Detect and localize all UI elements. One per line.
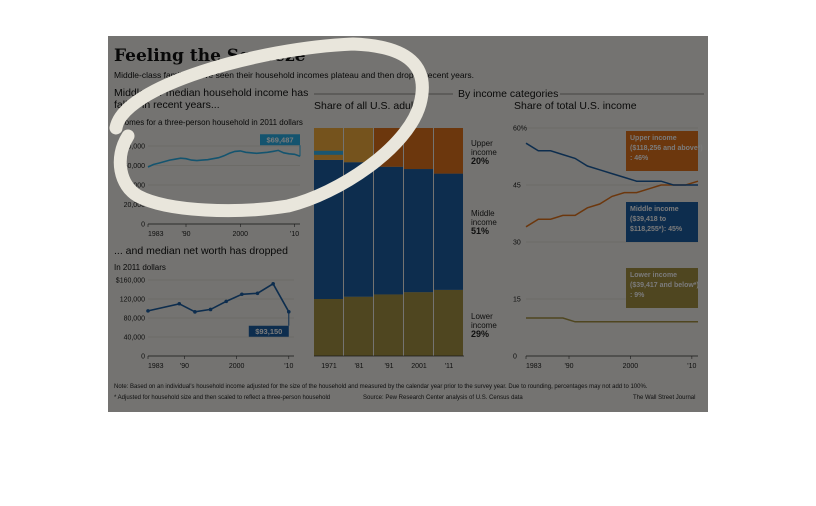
adults-x-tick: '91 — [384, 363, 393, 370]
worth-point — [208, 307, 213, 312]
share-label-text-0: ($118,256 and above*) — [630, 145, 703, 152]
income-x-tick: 1983 — [148, 231, 164, 238]
share-label-text-0: Upper income — [630, 135, 677, 142]
adults-label-value-0: 20% — [471, 156, 489, 166]
worth-point — [193, 310, 197, 314]
worth-y-tick: 0 — [141, 354, 145, 361]
share-x-tick: 1983 — [526, 363, 542, 370]
adults-label-value-2: 29% — [471, 329, 489, 339]
share-y-tick: 15 — [513, 297, 521, 304]
adults-bar-lower-income — [404, 292, 433, 356]
worth-y-tick: 80,000 — [124, 316, 146, 323]
adults-label-1: Middle — [471, 209, 495, 218]
adults-label-value-1: 51% — [471, 226, 489, 236]
worth-y-tick: 40,000 — [124, 335, 146, 342]
adults-x-tick: 2001 — [411, 363, 427, 370]
adults-bar-middle-income — [314, 159, 343, 299]
worth-point — [224, 299, 229, 304]
adults-bar-lower-income — [434, 289, 463, 356]
income-line — [147, 149, 301, 168]
worth-y-tick: 120,000 — [120, 297, 145, 304]
worth-line — [147, 282, 290, 313]
worth-point — [146, 309, 150, 313]
footer-source: Source: Pew Research Center analysis of … — [363, 395, 523, 401]
share-label-text-2: Lower income — [630, 272, 677, 279]
share-label-text-2: : 9% — [630, 292, 645, 299]
share-x-tick: '90 — [564, 363, 573, 370]
adults-x-tick: '11 — [445, 363, 454, 370]
income-y-tick: 20,000 — [124, 202, 146, 209]
share-label-text-1: Middle income — [630, 206, 679, 213]
share-y-tick: 60% — [513, 126, 527, 133]
share-label-text-2: ($39,417 and below*) — [630, 282, 699, 289]
income-y-tick: 60,000 — [124, 163, 146, 170]
worth-x-tick: '10 — [284, 363, 293, 370]
footer-note: Note: Based on an individual's household… — [114, 384, 648, 390]
adults-bar-lower-income — [344, 296, 373, 356]
adults-bar-accent — [314, 150, 343, 155]
income-callout-label: $69,487 — [266, 135, 293, 144]
adults-bar-middle-income — [374, 166, 403, 295]
adults-bar-upper-income — [434, 128, 463, 174]
worth-point — [255, 291, 260, 296]
adults-bar-lower-income — [374, 294, 403, 356]
footer-credit: The Wall Street Journal — [633, 395, 696, 401]
adults-bar-upper-income — [404, 128, 433, 170]
adults-bar-middle-income — [434, 173, 463, 290]
worth-point — [240, 292, 244, 297]
share-x-tick: 2000 — [623, 363, 639, 370]
share-y-tick: 0 — [513, 354, 517, 361]
income-x-tick: 2000 — [232, 231, 248, 238]
adults-bar-upper-income — [344, 128, 373, 163]
income-x-tick: '10 — [290, 231, 299, 238]
adults-bar-upper-income — [314, 128, 343, 160]
footer-footnote: * Adjusted for household size and then s… — [114, 395, 331, 401]
income-y-tick: $80,000 — [120, 144, 145, 151]
worth-callout-label: $93,150 — [255, 327, 282, 336]
worth-x-tick: 2000 — [229, 363, 245, 370]
adults-bar-upper-income — [374, 128, 403, 167]
worth-point — [271, 282, 275, 286]
income-y-tick: 40,000 — [124, 183, 146, 190]
worth-point — [177, 301, 182, 306]
figure: Feeling the Squeeze Middle-class familie… — [108, 36, 708, 412]
share-y-tick: 45 — [513, 183, 521, 190]
adults-bar-lower-income — [314, 299, 343, 356]
share-line-2 — [526, 317, 698, 323]
adults-label-0: Upper — [471, 139, 493, 148]
share-label-text-0: : 46% — [630, 155, 649, 162]
share-x-tick: '10 — [687, 363, 696, 370]
adults-bar-middle-income — [404, 169, 433, 293]
share-label-text-1: ($39,418 to — [630, 216, 666, 223]
worth-x-tick: '90 — [180, 363, 189, 370]
income-y-tick: 0 — [141, 222, 145, 229]
worth-x-tick: 1983 — [148, 363, 164, 370]
worth-y-tick: $160,000 — [116, 278, 145, 285]
adults-x-tick: '81 — [354, 363, 363, 370]
adults-bar-middle-income — [344, 162, 373, 297]
income-x-tick: '90 — [181, 231, 190, 238]
share-label-text-1: $118,255*): 45% — [630, 226, 683, 233]
share-y-tick: 30 — [513, 240, 521, 247]
adults-label-2: Lower — [471, 312, 493, 321]
adults-x-tick: 1971 — [321, 363, 337, 370]
